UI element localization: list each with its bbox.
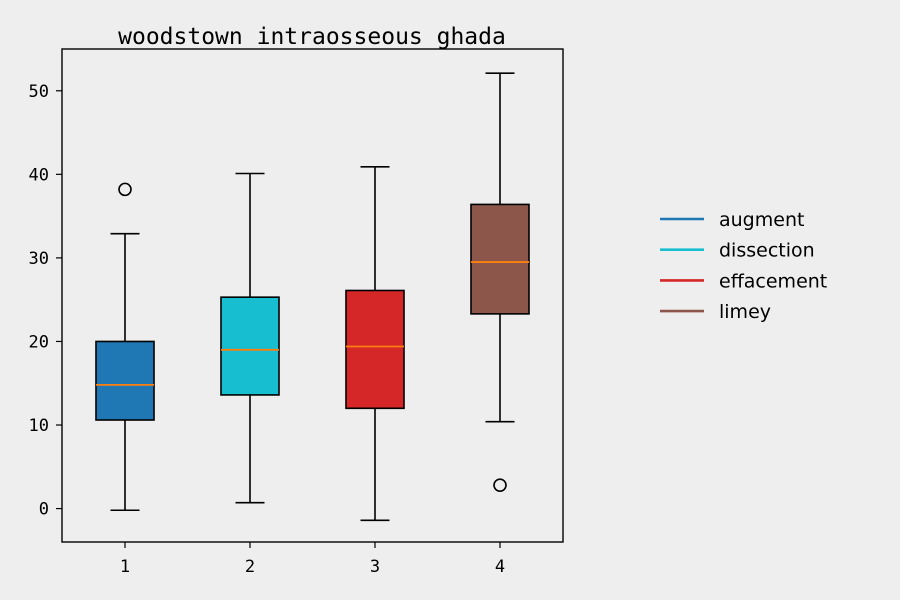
- box-iqr: [345, 289, 405, 410]
- legend-item-effacement: effacement: [660, 270, 827, 292]
- axes-frame: [61, 48, 564, 543]
- legend: augment dissection effacement limey: [660, 209, 827, 323]
- y-tick-label: 0: [39, 500, 49, 520]
- y-tick-label: 30: [29, 249, 49, 269]
- outlier-point: [118, 182, 132, 197]
- y-tick-label: 50: [29, 82, 49, 102]
- chart-title: woodstown intraosseous ghada: [118, 24, 506, 50]
- x-tick-label: 2: [245, 557, 255, 577]
- box-group-dissection: 2: [220, 172, 280, 577]
- box-group-limey: 4: [470, 72, 530, 577]
- y-tick-label: 20: [29, 332, 49, 352]
- legend-label: effacement: [719, 270, 827, 292]
- legend-label: limey: [719, 301, 771, 323]
- legend-label: augment: [719, 209, 804, 231]
- x-tick-label: 4: [495, 557, 505, 577]
- legend-item-dissection: dissection: [660, 240, 815, 262]
- plot-area: 0 10 20 30 40 50 1 2 3 4: [29, 48, 564, 577]
- y-tick-label: 40: [29, 165, 49, 185]
- box-group-augment: 1: [95, 182, 155, 577]
- box-group-effacement: 3: [345, 166, 405, 577]
- legend-item-limey: limey: [660, 301, 771, 323]
- y-tick-label: 10: [29, 416, 49, 436]
- x-tick-label: 1: [120, 557, 130, 577]
- legend-label: dissection: [719, 240, 815, 262]
- box-iqr: [220, 296, 280, 396]
- box-iqr: [95, 340, 155, 421]
- box-iqr: [470, 203, 530, 315]
- outlier-point: [493, 478, 507, 492]
- x-tick-label: 3: [370, 557, 380, 577]
- legend-item-augment: augment: [660, 209, 804, 231]
